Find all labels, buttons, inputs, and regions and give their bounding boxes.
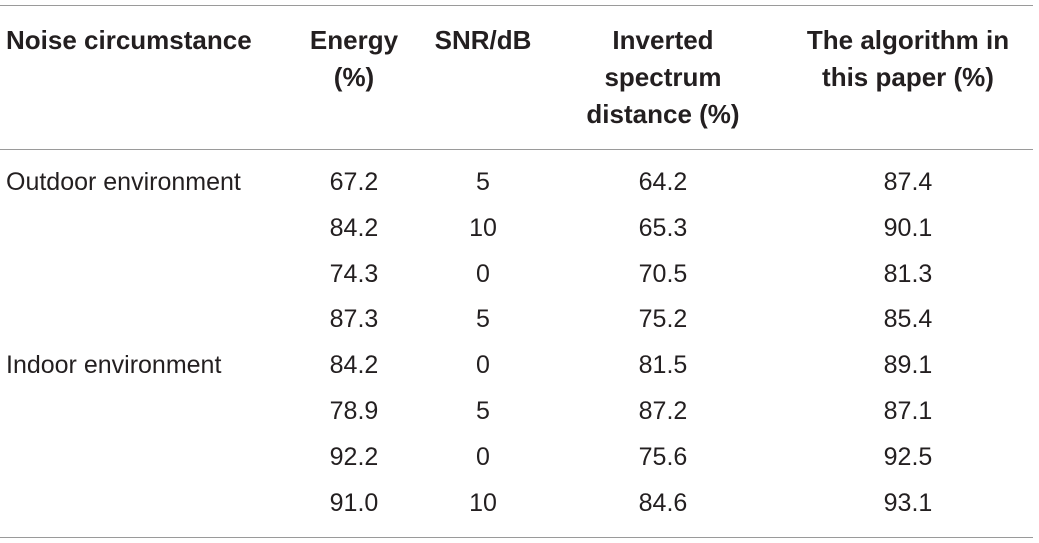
cell-energy: 74.3: [329, 259, 379, 288]
table-row: 87.3 5 75.2 85.4: [0, 297, 1039, 343]
cell-energy: 91.0: [329, 488, 379, 517]
cell-snr: 5: [476, 168, 490, 196]
cell-inverted: 84.6: [638, 488, 688, 517]
cell-algorithm: 92.5: [883, 442, 933, 471]
cell-snr: 5: [476, 305, 490, 334]
cell-energy: 92.2: [329, 442, 379, 471]
bottom-rule: [0, 537, 1033, 538]
header-algorithm-in-this-paper: The algorithm in this paper (%): [806, 25, 1010, 92]
cell-algorithm: 87.4: [883, 168, 933, 196]
header-inverted-spectrum-distance: Inverted spectrum distance (%): [586, 25, 740, 129]
cell-inverted: 65.3: [638, 213, 688, 242]
cell-snr: 0: [476, 351, 490, 380]
cell-algorithm: 81.3: [883, 259, 933, 288]
cell-snr: 10: [469, 213, 497, 242]
cell-energy: 84.2: [329, 213, 379, 242]
header-energy: Energy (%): [309, 25, 399, 92]
table-row: 91.0 10 84.6 93.1: [0, 481, 1039, 527]
cell-algorithm: 87.1: [883, 396, 933, 425]
table-row: 74.3 0 70.5 81.3: [0, 252, 1039, 298]
table-row: 92.2 0 75.6 92.5: [0, 435, 1039, 481]
cell-snr: 10: [469, 488, 497, 517]
header-noise-circumstance: Noise circumstance: [6, 25, 252, 55]
table-body: Outdoor environment 67.2 5 64.2 87.4 84.…: [0, 160, 1039, 526]
cell-inverted: 81.5: [638, 351, 688, 380]
cell-inverted: 75.2: [638, 305, 688, 334]
cell-inverted: 64.2: [638, 168, 688, 196]
cell-energy: 87.3: [329, 305, 379, 334]
cell-snr: 0: [476, 442, 490, 471]
cell-algorithm: 89.1: [883, 351, 933, 380]
cell-snr: 0: [476, 259, 490, 288]
cell-inverted: 87.2: [638, 396, 688, 425]
cell-inverted: 70.5: [638, 259, 688, 288]
table-header: Noise circumstance Energy (%) SNR/dB Inv…: [0, 22, 1039, 142]
cell-algorithm: 85.4: [883, 305, 933, 334]
table-row: Outdoor environment 67.2 5 64.2 87.4: [0, 160, 1039, 206]
cell-algorithm: 90.1: [883, 213, 933, 242]
cell-snr: 5: [476, 396, 490, 425]
header-rule: [0, 149, 1033, 150]
top-rule: [0, 5, 1033, 6]
table-row: 84.2 10 65.3 90.1: [0, 206, 1039, 252]
cell-energy: 67.2: [329, 168, 379, 196]
cell-energy: 84.2: [329, 351, 379, 380]
table-row: 78.9 5 87.2 87.1: [0, 389, 1039, 435]
cell-energy: 78.9: [329, 396, 379, 425]
cell-noise: Outdoor environment: [6, 168, 241, 196]
table-row: Indoor environment 84.2 0 81.5 89.1: [0, 343, 1039, 389]
header-snr: SNR/dB: [434, 25, 532, 55]
cell-noise: Indoor environment: [6, 351, 222, 380]
cell-inverted: 75.6: [638, 442, 688, 471]
cell-algorithm: 93.1: [883, 488, 933, 517]
